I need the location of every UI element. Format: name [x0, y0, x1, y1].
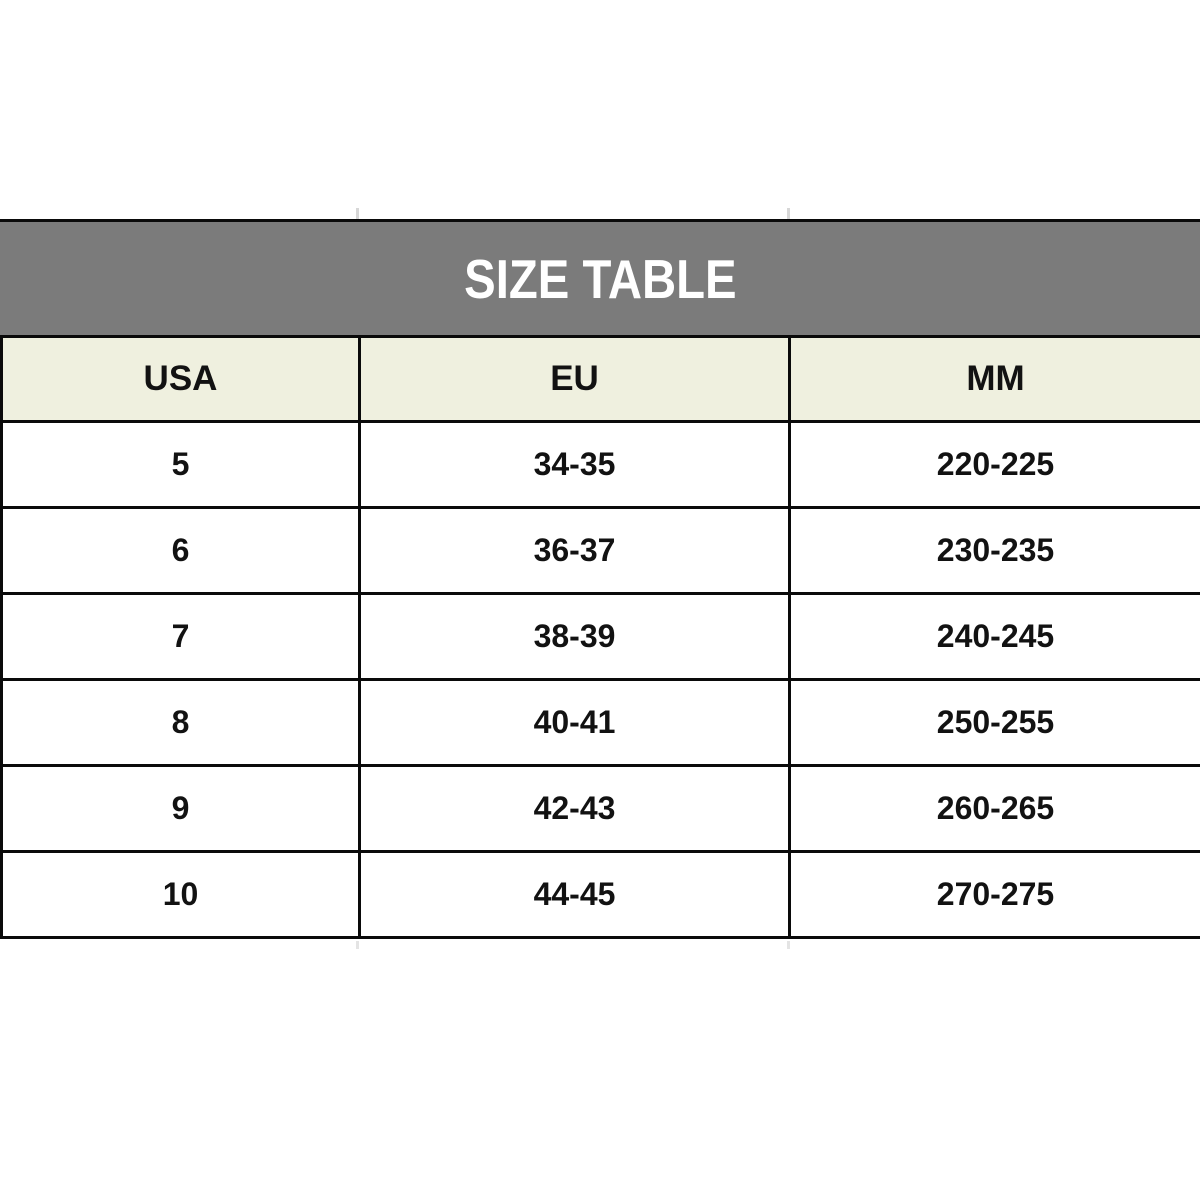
usa-cell: 5	[0, 420, 361, 509]
eu-cell: 44-45	[358, 850, 791, 939]
usa-cell: 9	[0, 764, 361, 853]
mm-cell: 260-265	[788, 764, 1200, 853]
grid-tick	[356, 941, 359, 949]
size-row: 7 38-39 240-245	[0, 592, 1200, 681]
eu-cell: 42-43	[358, 764, 791, 853]
size-row: 10 44-45 270-275	[0, 850, 1200, 939]
column-header-eu: EU	[358, 338, 791, 423]
usa-cell: 6	[0, 506, 361, 595]
size-row: 5 34-35 220-225	[0, 420, 1200, 509]
size-table: USA EU MM 5 34-35 220-225 6 36-37 230-23…	[0, 338, 1200, 939]
grid-tick	[787, 208, 790, 219]
mm-cell: 270-275	[788, 850, 1200, 939]
eu-cell: 38-39	[358, 592, 791, 681]
usa-cell: 7	[0, 592, 361, 681]
mm-cell: 240-245	[788, 592, 1200, 681]
column-header-usa: USA	[0, 338, 361, 423]
size-table-banner: SIZE TABLE	[0, 219, 1200, 338]
usa-cell: 10	[0, 850, 361, 939]
grid-tick	[787, 941, 790, 949]
mm-cell: 230-235	[788, 506, 1200, 595]
mm-cell: 250-255	[788, 678, 1200, 767]
page-title: SIZE TABLE	[463, 247, 737, 310]
header-row: USA EU MM	[0, 338, 1200, 423]
mm-cell: 220-225	[788, 420, 1200, 509]
size-row: 9 42-43 260-265	[0, 764, 1200, 853]
usa-cell: 8	[0, 678, 361, 767]
size-row: 8 40-41 250-255	[0, 678, 1200, 767]
grid-tick	[356, 208, 359, 219]
eu-cell: 34-35	[358, 420, 791, 509]
column-header-mm: MM	[788, 338, 1200, 423]
eu-cell: 36-37	[358, 506, 791, 595]
eu-cell: 40-41	[358, 678, 791, 767]
size-row: 6 36-37 230-235	[0, 506, 1200, 595]
